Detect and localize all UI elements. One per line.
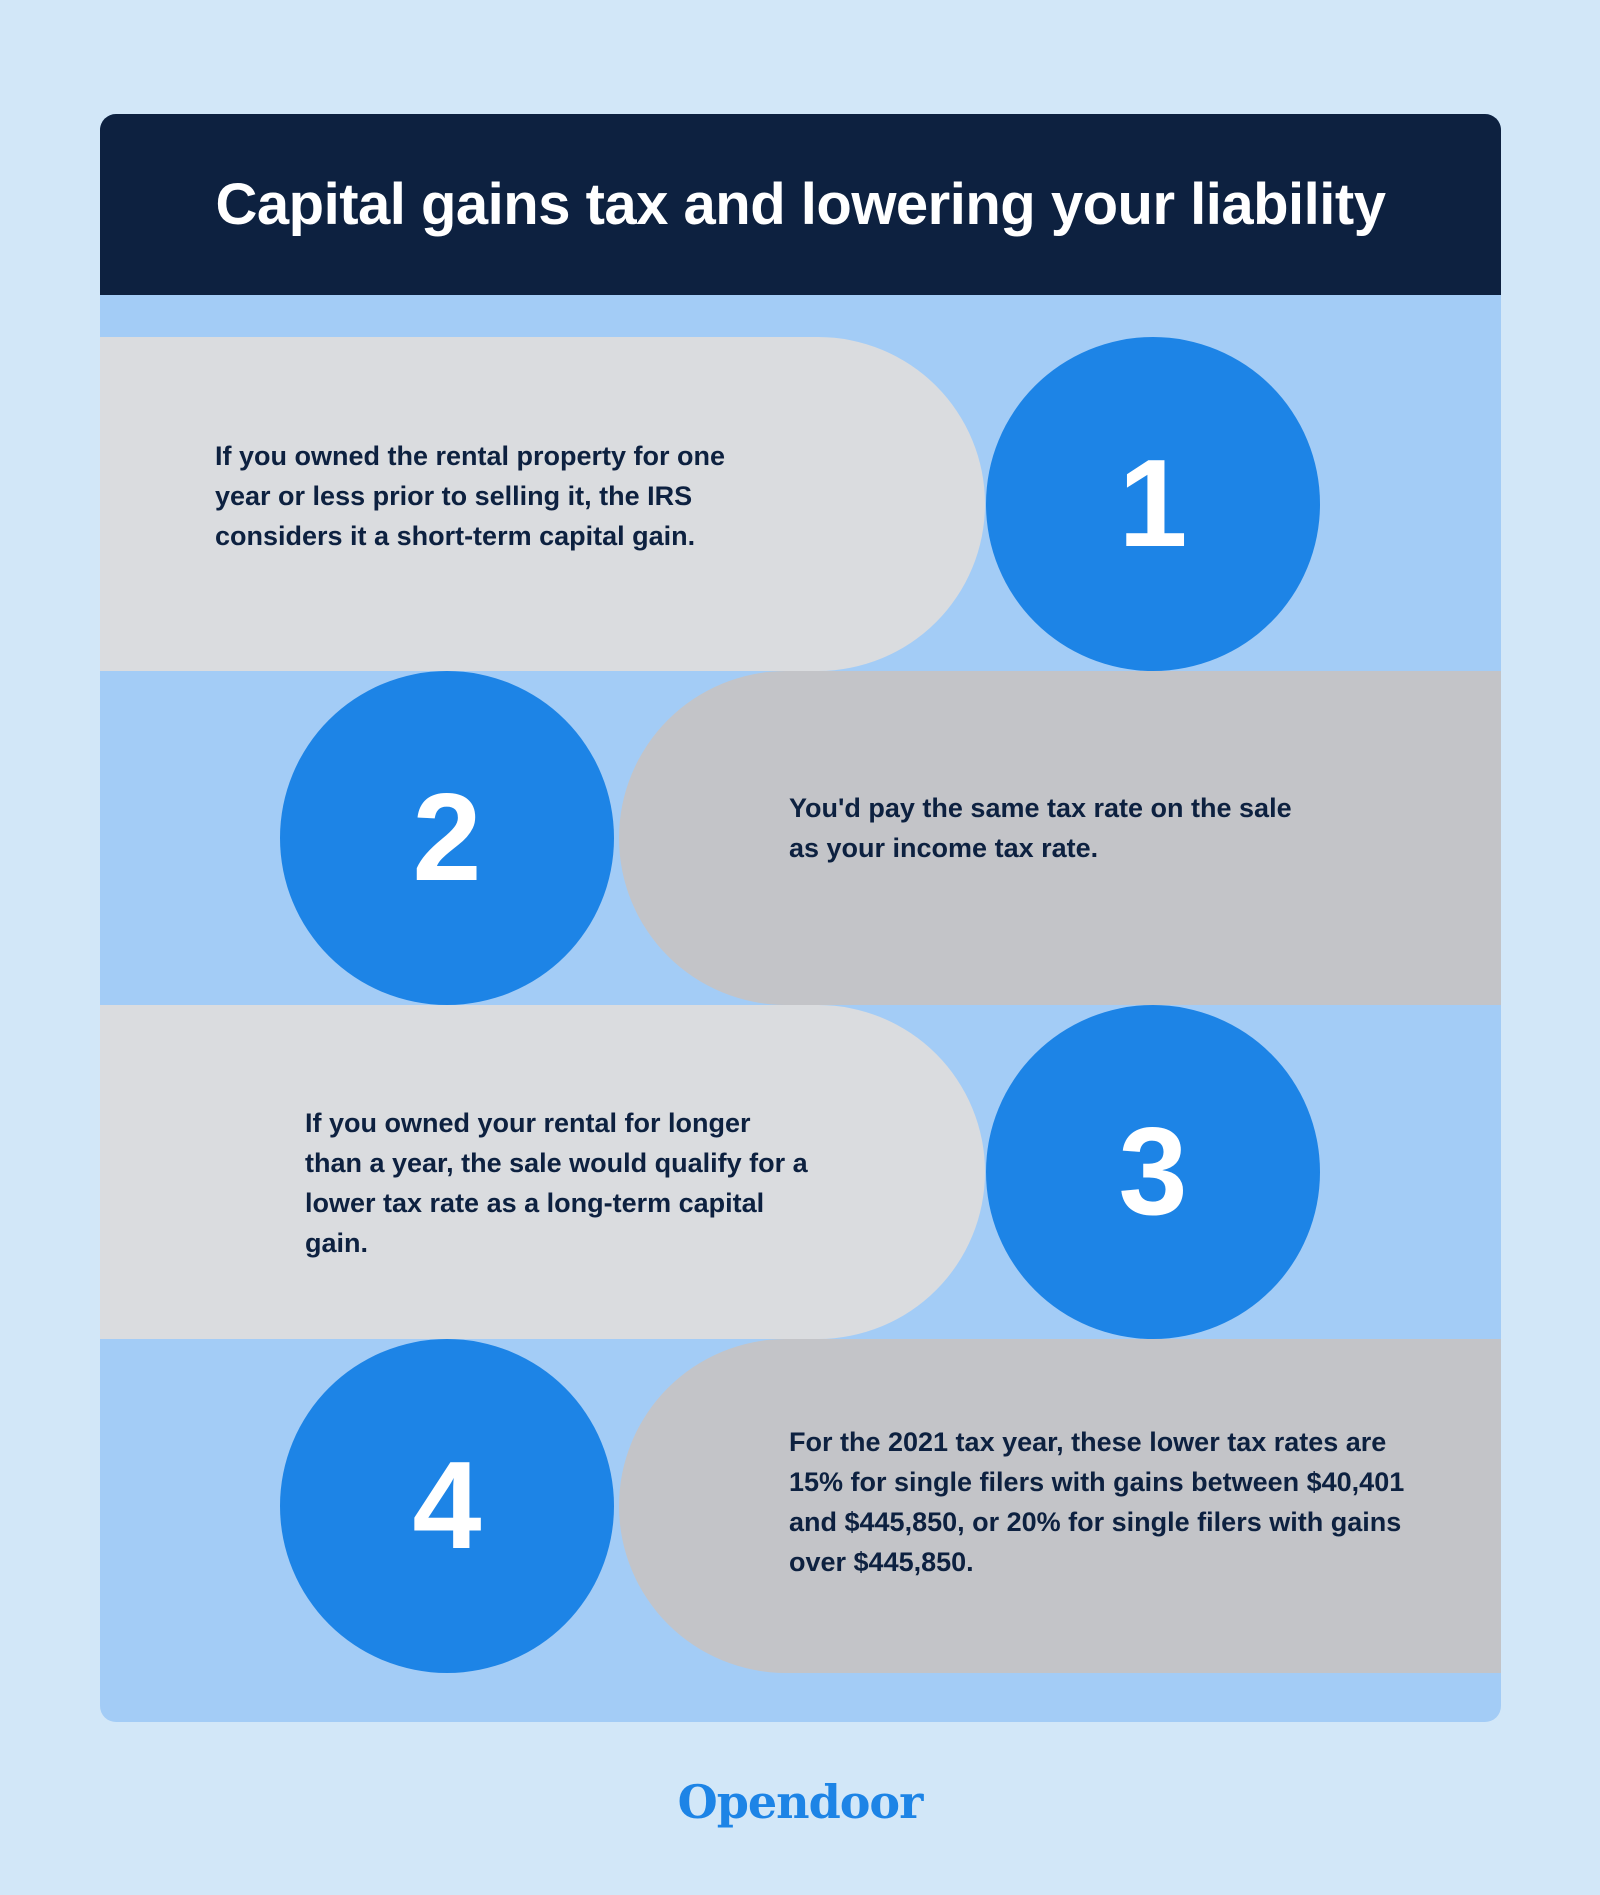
page-title: Capital gains tax and lowering your liab… [215,172,1386,237]
step-2-circle: 2 [280,671,614,1005]
infographic-card: Capital gains tax and lowering your liab… [100,114,1501,1722]
step-2-panel: You'd pay the same tax rate on the sale … [619,671,1501,1005]
step-4-circle: 4 [280,1339,614,1673]
step-1-text: If you owned the rental property for one… [215,441,726,551]
step-4-number: 4 [412,1437,482,1575]
header-banner: Capital gains tax and lowering your liab… [100,114,1501,295]
step-4-panel: For the 2021 tax year, these lower tax r… [619,1339,1501,1673]
step-1-panel: If you owned the rental property for one… [100,337,985,671]
step-1-circle: 1 [986,337,1320,671]
step-3-circle: 3 [986,1005,1320,1339]
step-3-text: If you owned your rental for longer than… [305,1108,808,1258]
step-2-number: 2 [412,769,482,907]
step-4-text: For the 2021 tax year, these lower tax r… [789,1427,1405,1577]
step-3-number: 3 [1118,1103,1188,1241]
step-1-number: 1 [1118,435,1188,573]
opendoor-logo: Opendoor [677,1775,924,1829]
step-3-panel: If you owned your rental for longer than… [100,1005,985,1339]
step-2-text: You'd pay the same tax rate on the sale … [789,793,1292,863]
